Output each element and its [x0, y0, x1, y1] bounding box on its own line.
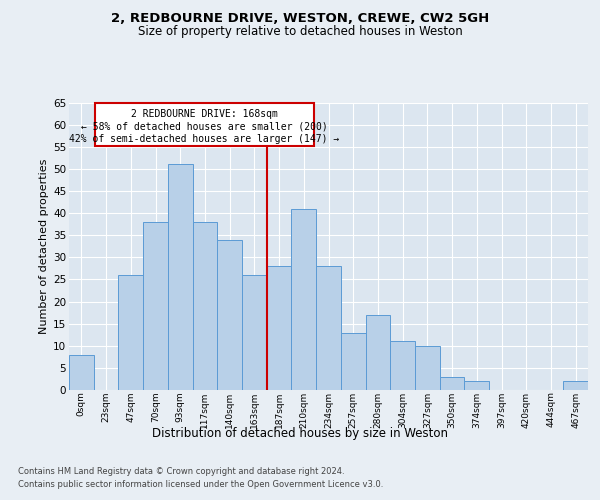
Text: 2, REDBOURNE DRIVE, WESTON, CREWE, CW2 5GH: 2, REDBOURNE DRIVE, WESTON, CREWE, CW2 5…: [111, 12, 489, 26]
Bar: [217, 240, 242, 390]
Bar: [193, 222, 217, 390]
Y-axis label: Number of detached properties: Number of detached properties: [39, 158, 49, 334]
Bar: [464, 381, 489, 390]
Bar: [563, 381, 588, 390]
Bar: [415, 346, 440, 390]
Text: ← 58% of detached houses are smaller (200): ← 58% of detached houses are smaller (20…: [81, 122, 328, 132]
Bar: [292, 208, 316, 390]
Bar: [440, 376, 464, 390]
Text: Contains public sector information licensed under the Open Government Licence v3: Contains public sector information licen…: [18, 480, 383, 489]
Bar: [95, 102, 314, 146]
Bar: [242, 275, 267, 390]
Bar: [143, 222, 168, 390]
Text: Contains HM Land Registry data © Crown copyright and database right 2024.: Contains HM Land Registry data © Crown c…: [18, 468, 344, 476]
Text: Distribution of detached houses by size in Weston: Distribution of detached houses by size …: [152, 428, 448, 440]
Bar: [390, 342, 415, 390]
Text: 2 REDBOURNE DRIVE: 168sqm: 2 REDBOURNE DRIVE: 168sqm: [131, 108, 278, 118]
Bar: [118, 275, 143, 390]
Bar: [341, 332, 365, 390]
Bar: [168, 164, 193, 390]
Bar: [267, 266, 292, 390]
Bar: [316, 266, 341, 390]
Text: 42% of semi-detached houses are larger (147) →: 42% of semi-detached houses are larger (…: [69, 134, 340, 144]
Text: Size of property relative to detached houses in Weston: Size of property relative to detached ho…: [137, 25, 463, 38]
Bar: [365, 315, 390, 390]
Bar: [69, 354, 94, 390]
